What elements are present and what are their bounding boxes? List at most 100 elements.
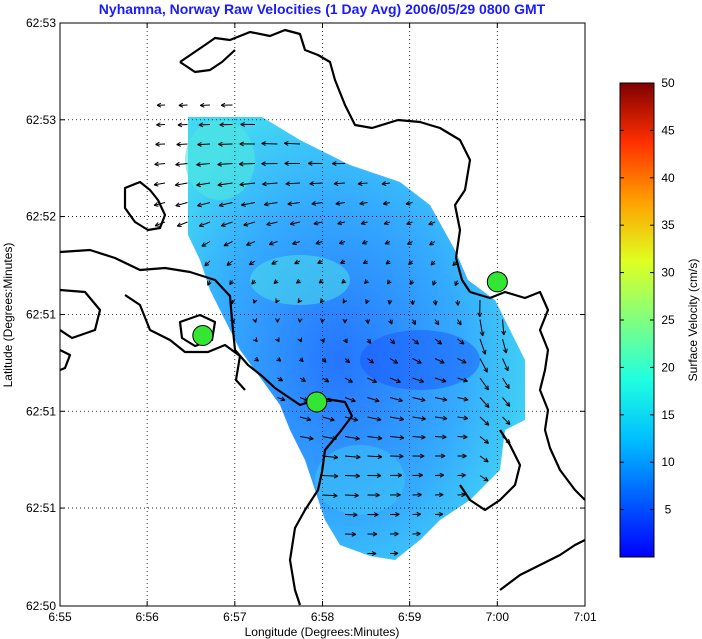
velocity-arrow [239, 181, 256, 187]
velocity-arrow [226, 260, 233, 266]
velocity-arrow [238, 161, 256, 167]
velocity-arrow [454, 280, 459, 287]
chart-title: Nyhamna, Norway Raw Velocities (1 Day Av… [99, 1, 546, 17]
velocity-arrow [367, 397, 380, 403]
velocity-arrow [322, 416, 335, 422]
velocity-arrow [366, 338, 372, 344]
velocity-arrow [340, 259, 346, 264]
velocity-arrow [311, 201, 323, 206]
velocity-arrow [299, 416, 312, 422]
x-tick-label: 6:57 [223, 610, 247, 624]
colorbar [619, 82, 655, 558]
velocity-arrow [367, 473, 382, 479]
velocity-arrow [320, 298, 325, 304]
x-tick-label: 6:59 [398, 610, 422, 624]
velocity-arrow [230, 299, 235, 305]
velocity-arrow [156, 122, 166, 128]
velocity-arrow [277, 376, 284, 382]
field-patch [360, 330, 480, 390]
velocity-arrow [178, 102, 188, 108]
velocity-arrow [367, 492, 380, 498]
coastline-northwest-islet [179, 49, 236, 74]
colorbar-tick-label: 20 [661, 360, 675, 374]
colorbar-tick-label: 15 [661, 408, 675, 422]
velocity-arrow [261, 141, 278, 147]
velocity-arrow [177, 122, 188, 128]
velocity-arrow [457, 492, 466, 498]
velocity-arrow [364, 279, 369, 285]
coastline-west-island [123, 180, 167, 232]
velocity-arrow [367, 531, 378, 537]
velocity-arrow [434, 396, 448, 402]
coastline-west-cove [124, 294, 246, 391]
velocity-arrow [434, 453, 446, 459]
velocity-arrow [502, 377, 510, 389]
velocity-arrow [333, 181, 346, 186]
velocity-arrow [385, 259, 391, 265]
velocity-arrow [198, 122, 211, 128]
velocity-arrow [477, 299, 483, 318]
velocity-arrow [297, 337, 303, 343]
colorbar-tick-label: 30 [661, 266, 675, 280]
velocity-arrow [309, 181, 323, 187]
velocity-arrow [289, 220, 301, 226]
velocity-arrow [389, 472, 403, 478]
station-marker [486, 271, 508, 293]
velocity-arrow [344, 512, 358, 518]
velocity-arrow [154, 161, 166, 167]
velocity-arrow [241, 202, 256, 207]
velocity-arrow [239, 141, 256, 147]
velocity-arrow [457, 434, 468, 440]
x-tick-label: 6:56 [135, 610, 159, 624]
velocity-arrow [479, 358, 488, 373]
velocity-arrow [501, 319, 506, 336]
x-axis-ticks: 6:55 6:56 6:57 6:58 6:59 7:00 7:01 [48, 23, 597, 624]
velocity-arrow [174, 182, 188, 187]
velocity-arrow [362, 259, 368, 265]
velocity-arrow [204, 260, 211, 267]
velocity-arrow [434, 338, 443, 345]
velocity-arrow [479, 455, 489, 463]
velocity-arrow [457, 377, 468, 383]
velocity-arrow [367, 454, 383, 460]
velocity-arrow [479, 377, 489, 391]
velocity-arrow [432, 299, 438, 306]
velocity-arrow [320, 318, 326, 323]
velocity-arrow [457, 453, 467, 459]
velocity-arrow [361, 239, 368, 245]
velocity-arrow [266, 221, 278, 227]
velocity-arrow [318, 278, 324, 284]
y-tick-label: 62:51 [26, 501, 56, 515]
velocity-arrow [382, 200, 391, 206]
velocity-arrow [408, 260, 414, 265]
velocity-arrow [296, 278, 301, 284]
velocity-arrow [297, 317, 303, 323]
velocity-arrow [294, 259, 301, 265]
x-tick-label: 6:58 [311, 610, 335, 624]
velocity-arrow [412, 338, 420, 345]
velocity-arrow [252, 337, 258, 343]
velocity-arrow [230, 318, 235, 324]
velocity-arrow [428, 220, 436, 226]
velocity-arrow [322, 454, 339, 460]
velocity-arrow [502, 358, 509, 372]
velocity-arrow [344, 358, 351, 364]
field-patch [185, 120, 255, 200]
x-tick-label: 7:01 [573, 610, 597, 624]
velocity-arrow [343, 338, 348, 344]
velocity-arrow [217, 161, 233, 167]
coastline-southwest-islet [60, 349, 72, 372]
velocity-arrow [457, 338, 465, 345]
velocity-arrow [248, 260, 256, 266]
velocity-arrow [243, 221, 256, 227]
velocity-arrow [405, 200, 413, 206]
coastline-east [469, 290, 585, 501]
coastline-west-peninsula [60, 288, 102, 340]
velocity-arrow [322, 493, 338, 499]
velocity-arrow [201, 241, 211, 247]
velocity-arrow [412, 377, 425, 383]
velocity-arrow [434, 492, 444, 498]
velocity-arrow [389, 511, 400, 517]
y-axis-label: Latitude (Degrees:Minutes) [1, 243, 15, 388]
velocity-arrow [479, 416, 490, 426]
